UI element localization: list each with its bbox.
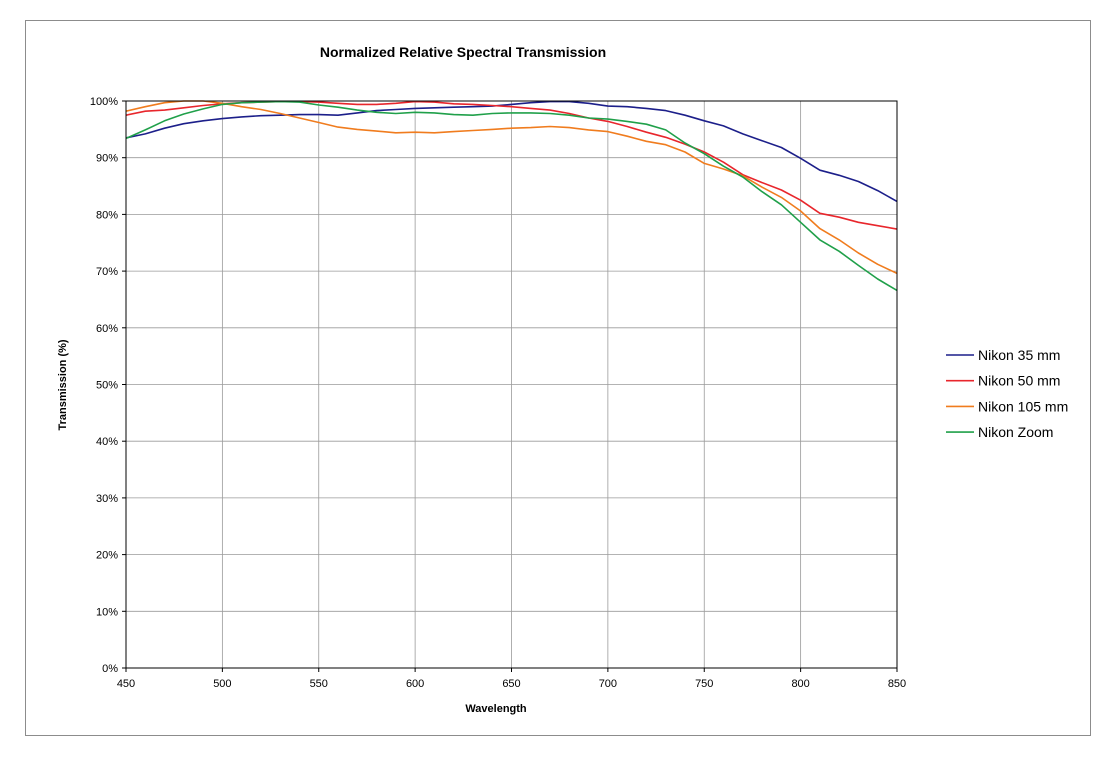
legend: Nikon 35 mm Nikon 50 mm Nikon 105 mm Nikon … bbox=[946, 347, 1068, 440]
y-axis-ticks: 0% 10% 20% 30% 40% 50% 60% 70% 80% 90% 100% bbox=[90, 96, 126, 675]
x-axis-title: Wavelength bbox=[465, 703, 527, 715]
legend-label: Nikon Zoom bbox=[978, 424, 1053, 440]
spectral-transmission-chart: Normalized Relative Spectral Transmissio… bbox=[57, 44, 1068, 715]
x-tick-label: 600 bbox=[406, 678, 424, 690]
y-tick-label: 90% bbox=[96, 153, 118, 165]
y-tick-label: 30% bbox=[96, 493, 118, 505]
x-axis-ticks: 450 500 550 600 650 700 750 800 850 bbox=[117, 668, 906, 690]
y-tick-label: 60% bbox=[96, 323, 118, 335]
legend-label: Nikon 35 mm bbox=[978, 347, 1060, 363]
chart-frame: Normalized Relative Spectral Transmissio… bbox=[25, 20, 1091, 736]
series-line-nikon-105-mm bbox=[125, 100, 898, 275]
series-line-nikon-zoom bbox=[125, 100, 898, 292]
y-tick-label: 50% bbox=[96, 380, 118, 392]
y-tick-label: 80% bbox=[96, 209, 118, 221]
y-axis-title: Transmission (%) bbox=[57, 339, 69, 430]
x-tick-label: 550 bbox=[310, 678, 328, 690]
legend-label: Nikon 105 mm bbox=[978, 398, 1068, 414]
x-tick-label: 850 bbox=[888, 678, 906, 690]
x-tick-label: 800 bbox=[791, 678, 809, 690]
plot-area-border bbox=[125, 100, 898, 669]
chart-title: Normalized Relative Spectral Transmissio… bbox=[320, 44, 606, 60]
legend-label: Nikon 50 mm bbox=[978, 373, 1060, 389]
x-tick-label: 750 bbox=[695, 678, 713, 690]
series-line-nikon-35-mm bbox=[125, 100, 898, 203]
y-tick-label: 100% bbox=[90, 96, 118, 108]
y-tick-label: 40% bbox=[96, 436, 118, 448]
grid-lines bbox=[125, 100, 898, 669]
y-tick-label: 10% bbox=[96, 606, 118, 618]
y-tick-label: 0% bbox=[102, 663, 118, 675]
x-tick-label: 450 bbox=[117, 678, 135, 690]
x-tick-label: 700 bbox=[599, 678, 617, 690]
y-tick-label: 70% bbox=[96, 266, 118, 278]
x-tick-label: 650 bbox=[502, 678, 520, 690]
x-tick-label: 500 bbox=[213, 678, 231, 690]
series-lines bbox=[125, 100, 898, 292]
y-tick-label: 20% bbox=[96, 550, 118, 562]
